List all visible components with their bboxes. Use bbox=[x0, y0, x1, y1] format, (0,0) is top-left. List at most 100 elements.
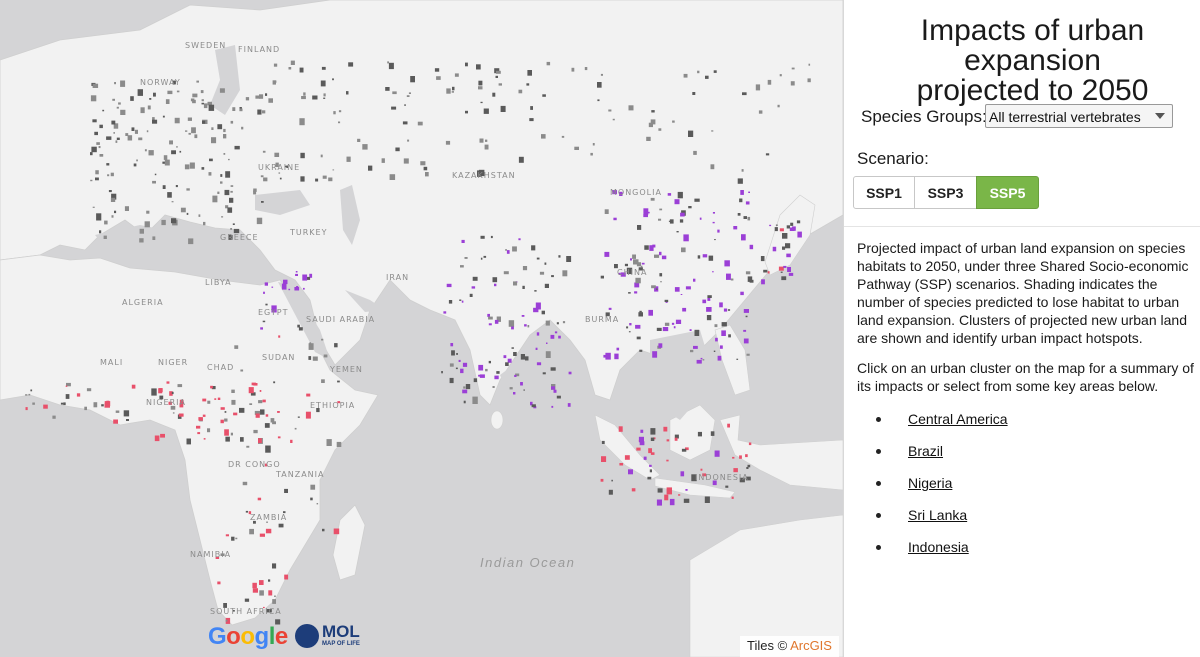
urban-cluster[interactable] bbox=[730, 278, 734, 281]
urban-cluster[interactable] bbox=[273, 381, 276, 384]
urban-cluster[interactable] bbox=[260, 327, 263, 330]
urban-cluster[interactable] bbox=[146, 210, 150, 214]
urban-cluster[interactable] bbox=[272, 421, 276, 425]
urban-cluster[interactable] bbox=[113, 132, 115, 134]
urban-cluster[interactable] bbox=[211, 137, 217, 144]
urban-cluster[interactable] bbox=[492, 92, 496, 97]
urban-cluster[interactable] bbox=[288, 288, 291, 291]
urban-cluster[interactable] bbox=[176, 146, 178, 148]
urban-cluster[interactable] bbox=[309, 273, 313, 278]
urban-cluster[interactable] bbox=[224, 411, 227, 413]
urban-cluster[interactable] bbox=[162, 185, 166, 189]
urban-cluster[interactable] bbox=[465, 62, 468, 67]
urban-cluster[interactable] bbox=[223, 128, 226, 133]
urban-cluster[interactable] bbox=[332, 169, 335, 171]
urban-cluster[interactable] bbox=[693, 278, 696, 282]
urban-cluster[interactable] bbox=[669, 219, 674, 224]
urban-cluster[interactable] bbox=[395, 147, 400, 152]
urban-cluster[interactable] bbox=[60, 402, 64, 405]
urban-cluster[interactable] bbox=[518, 156, 524, 163]
urban-cluster[interactable] bbox=[485, 368, 488, 372]
urban-cluster[interactable] bbox=[556, 395, 561, 399]
urban-cluster[interactable] bbox=[513, 352, 517, 356]
urban-cluster[interactable] bbox=[767, 271, 770, 274]
urban-cluster[interactable] bbox=[761, 279, 765, 285]
urban-cluster[interactable] bbox=[496, 371, 500, 374]
urban-cluster[interactable] bbox=[231, 389, 235, 393]
urban-cluster[interactable] bbox=[668, 220, 671, 222]
urban-cluster[interactable] bbox=[523, 389, 525, 391]
urban-cluster[interactable] bbox=[234, 345, 239, 349]
urban-cluster[interactable] bbox=[460, 368, 464, 374]
urban-cluster[interactable] bbox=[741, 234, 746, 241]
urban-cluster[interactable] bbox=[258, 400, 263, 404]
urban-cluster[interactable] bbox=[178, 413, 184, 417]
urban-cluster[interactable] bbox=[643, 208, 649, 215]
urban-cluster[interactable] bbox=[337, 380, 340, 383]
urban-cluster[interactable] bbox=[689, 329, 692, 331]
urban-cluster[interactable] bbox=[252, 582, 257, 589]
urban-cluster[interactable] bbox=[139, 228, 144, 234]
urban-cluster[interactable] bbox=[201, 99, 204, 102]
urban-cluster[interactable] bbox=[514, 374, 517, 377]
urban-cluster[interactable] bbox=[253, 188, 257, 192]
urban-cluster[interactable] bbox=[515, 373, 520, 377]
urban-cluster[interactable] bbox=[446, 88, 451, 94]
urban-cluster[interactable] bbox=[144, 149, 147, 152]
urban-cluster[interactable] bbox=[473, 378, 478, 383]
urban-cluster[interactable] bbox=[541, 310, 545, 315]
urban-cluster[interactable] bbox=[30, 389, 33, 392]
urban-cluster[interactable] bbox=[450, 343, 454, 347]
urban-cluster[interactable] bbox=[248, 387, 254, 394]
urban-cluster[interactable] bbox=[679, 219, 684, 223]
urban-cluster[interactable] bbox=[524, 324, 527, 327]
urban-cluster[interactable] bbox=[262, 320, 266, 323]
urban-cluster[interactable] bbox=[336, 441, 342, 447]
urban-cluster[interactable] bbox=[743, 338, 749, 344]
urban-cluster[interactable] bbox=[505, 362, 509, 366]
urban-cluster[interactable] bbox=[84, 406, 87, 411]
urban-cluster[interactable] bbox=[796, 220, 801, 224]
urban-cluster[interactable] bbox=[743, 329, 747, 332]
urban-cluster[interactable] bbox=[719, 302, 723, 308]
urban-cluster[interactable] bbox=[658, 218, 662, 221]
urban-cluster[interactable] bbox=[604, 209, 609, 214]
urban-cluster[interactable] bbox=[633, 259, 639, 265]
urban-cluster[interactable] bbox=[241, 126, 244, 130]
urban-cluster[interactable] bbox=[290, 439, 293, 443]
urban-cluster[interactable] bbox=[469, 293, 473, 297]
urban-cluster[interactable] bbox=[337, 401, 341, 404]
urban-cluster[interactable] bbox=[639, 310, 642, 313]
urban-cluster[interactable] bbox=[479, 374, 485, 378]
urban-cluster[interactable] bbox=[101, 404, 104, 407]
urban-cluster[interactable] bbox=[461, 239, 465, 243]
urban-cluster[interactable] bbox=[115, 140, 118, 143]
urban-cluster[interactable] bbox=[618, 272, 621, 275]
urban-cluster[interactable] bbox=[138, 137, 143, 141]
urban-cluster[interactable] bbox=[296, 286, 299, 288]
urban-cluster[interactable] bbox=[713, 70, 717, 73]
urban-cluster[interactable] bbox=[260, 409, 265, 415]
urban-cluster[interactable] bbox=[648, 122, 653, 128]
urban-cluster[interactable] bbox=[266, 521, 268, 523]
urban-cluster[interactable] bbox=[719, 345, 723, 349]
urban-cluster[interactable] bbox=[638, 436, 644, 443]
urban-cluster[interactable] bbox=[297, 416, 300, 418]
urban-cluster[interactable] bbox=[262, 110, 266, 114]
urban-cluster[interactable] bbox=[259, 390, 262, 392]
urban-cluster[interactable] bbox=[322, 175, 327, 179]
urban-cluster[interactable] bbox=[187, 117, 192, 121]
urban-cluster[interactable] bbox=[316, 503, 319, 505]
urban-cluster[interactable] bbox=[568, 371, 572, 375]
urban-cluster[interactable] bbox=[112, 98, 115, 101]
urban-cluster[interactable] bbox=[172, 412, 175, 414]
urban-cluster[interactable] bbox=[702, 254, 708, 258]
urban-cluster[interactable] bbox=[230, 185, 234, 187]
urban-cluster[interactable] bbox=[597, 99, 600, 102]
urban-cluster[interactable] bbox=[739, 477, 745, 483]
urban-cluster[interactable] bbox=[295, 271, 298, 273]
key-area-link-central-america[interactable]: Central America bbox=[908, 411, 1008, 427]
urban-cluster[interactable] bbox=[295, 273, 298, 276]
urban-cluster[interactable] bbox=[521, 315, 525, 317]
urban-cluster[interactable] bbox=[214, 398, 217, 400]
